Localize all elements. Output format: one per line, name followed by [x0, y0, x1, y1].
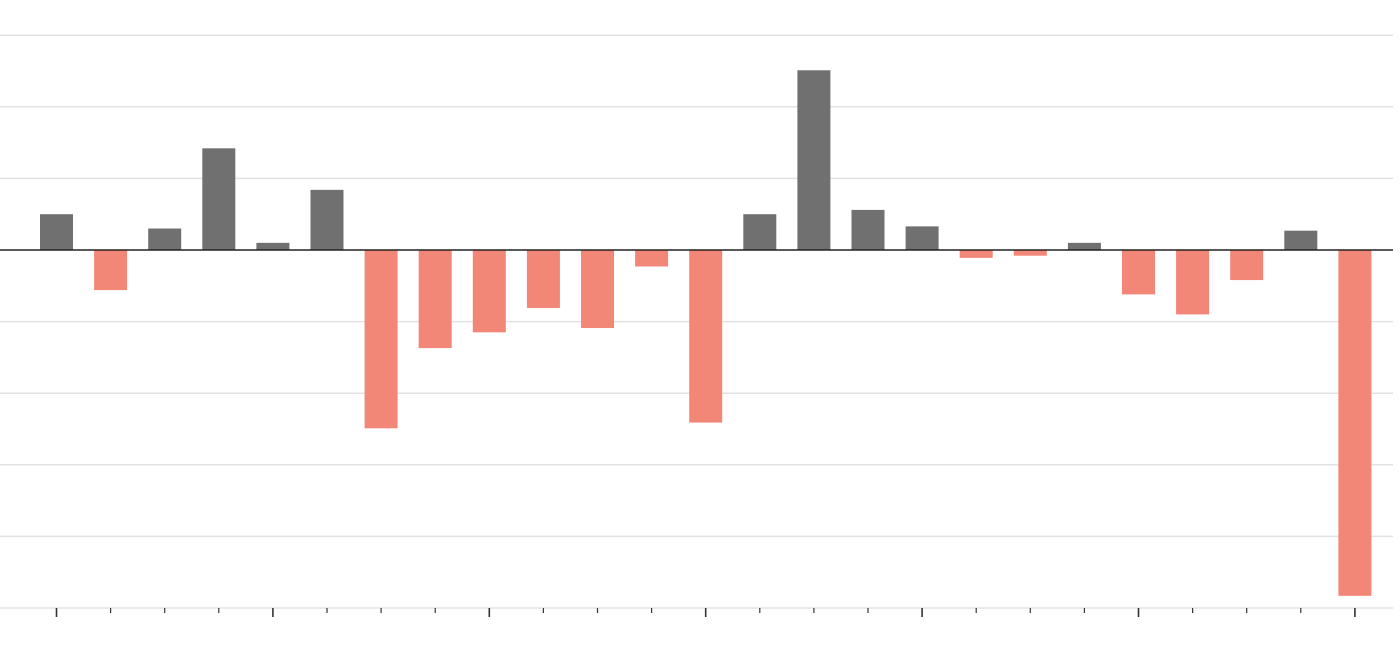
- bar-negative: [364, 250, 398, 429]
- bar-positive: [40, 214, 73, 250]
- bar-negative: [418, 250, 452, 349]
- bar-negative: [1230, 250, 1264, 281]
- bar-negative: [472, 250, 506, 333]
- bar-positive: [797, 70, 831, 250]
- bar-negative: [689, 250, 723, 423]
- bar-positive: [743, 214, 777, 250]
- bars: [40, 70, 1372, 596]
- bar-positive: [1284, 230, 1318, 250]
- bar-negative: [526, 250, 560, 308]
- bar-negative: [1338, 250, 1372, 596]
- bar-positive: [256, 242, 290, 250]
- bar-negative: [959, 250, 993, 258]
- bar-negative: [1122, 250, 1155, 295]
- bar-positive: [1067, 242, 1101, 250]
- bar-negative: [635, 250, 669, 267]
- bar-negative: [1176, 250, 1210, 315]
- x-axis-ticks: [55, 608, 1356, 617]
- bar-positive: [148, 228, 182, 250]
- bar-negative: [94, 250, 128, 291]
- bar-negative: [1013, 250, 1047, 256]
- bar-positive: [851, 209, 885, 250]
- bar-positive: [905, 226, 939, 250]
- bar-negative: [581, 250, 614, 329]
- bar-positive: [202, 148, 236, 250]
- bar-positive: [310, 189, 344, 250]
